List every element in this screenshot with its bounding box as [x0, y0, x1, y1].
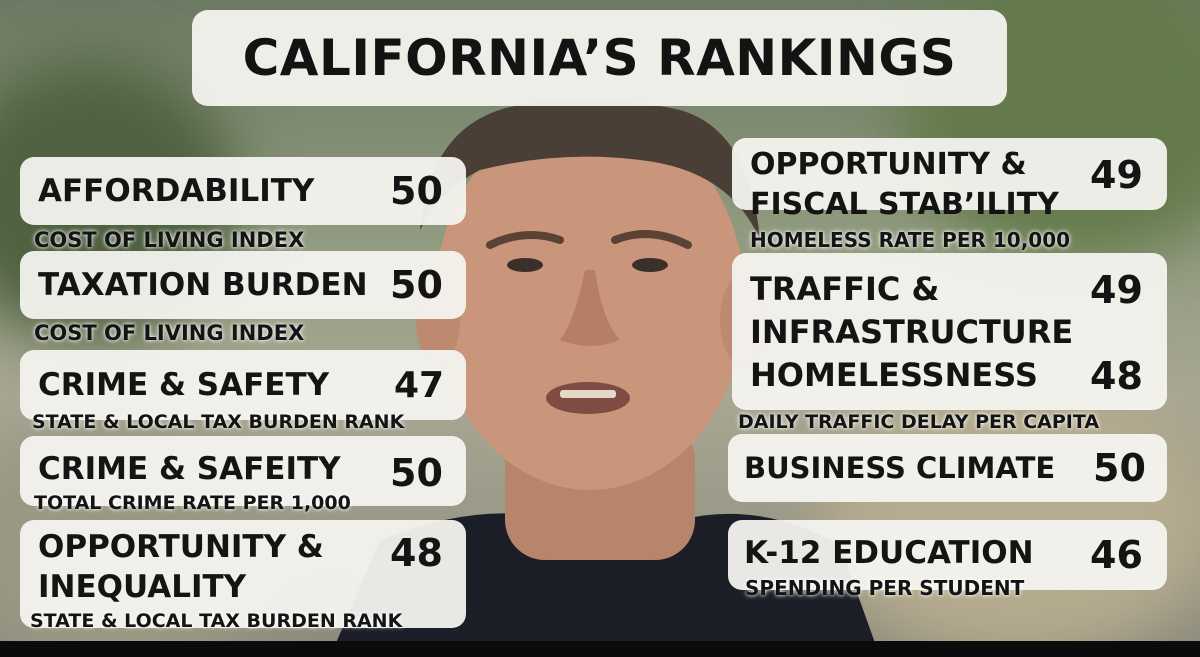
ranking-label: TAXATION BURDEN [38, 267, 368, 303]
ranking-card-business-climate: BUSINESS CLIMATE 50 [728, 434, 1167, 502]
ranking-metric: COST OF LIVING INDEX [34, 228, 305, 252]
ranking-metric: COST OF LIVING INDEX [34, 321, 305, 345]
ranking-card-opportunity-fiscal: OPPORTUNITY & FISCAL STAB’ILITY 49 [732, 138, 1167, 220]
ranking-label: OPPORTUNITY & [38, 529, 324, 565]
person-hair [420, 99, 760, 240]
ranking-card-crime-safeity: CRIME & SAFEITY 50 [20, 436, 466, 506]
ranking-value: 49 [1090, 153, 1143, 197]
letterbox-bar [0, 641, 1200, 657]
ranking-card-traffic-infrastructure: TRAFFIC & INFRASTRUCTURE 49 HOMELESSNESS… [732, 253, 1167, 410]
ranking-metric: SPENDING PER STUDENT [745, 576, 1025, 600]
ranking-metric: DAILY TRAFFIC DELAY PER CAPITA [738, 411, 1100, 433]
ranking-value: 49 [1090, 268, 1143, 312]
foliage-blob [820, 380, 1200, 657]
ranking-card-crime-safety: CRIME & SAFETY 47 [20, 350, 466, 420]
title-banner: CALIFORNIA’S RANKINGS [192, 10, 1007, 106]
ranking-metric: STATE & LOCAL TAX BURDEN RANK [30, 610, 403, 632]
page-title: CALIFORNIA’S RANKINGS [242, 29, 957, 87]
ranking-value: 50 [1093, 446, 1146, 490]
ranking-value: 50 [390, 169, 443, 213]
ranking-value: 48 [1090, 354, 1143, 398]
ranking-label: BUSINESS CLIMATE [744, 451, 1056, 485]
ranking-value: 48 [390, 531, 443, 575]
ranking-card-k12-education: K-12 EDUCATION 46 [728, 520, 1167, 590]
ranking-label: K-12 EDUCATION [744, 535, 1034, 571]
ranking-card-opportunity-inequality: OPPORTUNITY & INEQUALITY 48 [20, 520, 466, 628]
ranking-metric: STATE & LOCAL TAX BURDEN RANK [32, 411, 405, 433]
person-brow [486, 231, 564, 249]
ranking-card-affordability: AFFORDABILITY 50 [20, 157, 466, 225]
ranking-card-taxation: TAXATION BURDEN 50 [20, 251, 466, 319]
ranking-value: 50 [390, 263, 443, 307]
ranking-value: 50 [390, 451, 443, 495]
ranking-label: FISCAL STAB’ILITY [750, 187, 1059, 222]
ranking-metric: HOMELESS RATE PER 10,000 [750, 228, 1071, 252]
person-nose [560, 270, 620, 346]
person-eye [507, 258, 543, 272]
ranking-label: CRIME & SAFEITY [38, 451, 341, 487]
person-brow [611, 230, 692, 249]
person-eye [632, 258, 668, 272]
ranking-label: INEQUALITY [38, 569, 247, 605]
ranking-label: CRIME & SAFETY [38, 367, 330, 403]
ranking-label: INFRASTRUCTURE [750, 313, 1074, 351]
ranking-label: AFFORDABILITY [38, 173, 315, 209]
person-teeth [560, 390, 616, 398]
ranking-label: HOMELESSNESS [750, 356, 1038, 394]
ranking-metric: TOTAL CRIME RATE PER 1,000 [34, 492, 351, 514]
ranking-value: 46 [1090, 533, 1143, 577]
ranking-label: TRAFFIC & [750, 270, 940, 308]
ranking-label: OPPORTUNITY & [750, 147, 1027, 182]
ranking-value: 47 [394, 365, 445, 406]
